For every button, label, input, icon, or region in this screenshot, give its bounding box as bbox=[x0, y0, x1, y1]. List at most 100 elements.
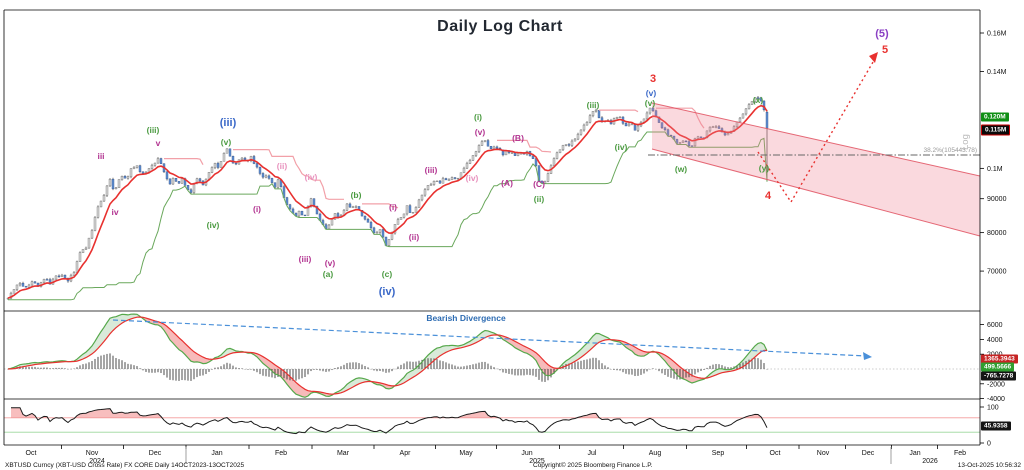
moving-average-line bbox=[7, 104, 768, 299]
wave-label: (C) bbox=[533, 179, 545, 189]
wave-label: (i) bbox=[252, 204, 262, 214]
x-axis-month-label: Sep bbox=[712, 450, 725, 457]
y-axis-label: 0.16M bbox=[987, 31, 1007, 38]
wave-label: 5 bbox=[881, 44, 889, 56]
wave-label: (iv) bbox=[206, 220, 220, 230]
rsi-axis-label: 0 bbox=[987, 441, 991, 448]
x-axis-month-label: Oct bbox=[770, 450, 781, 457]
wave-label: (y) bbox=[758, 163, 770, 173]
copyright-text: Copyright© 2025 Bloomberg Finance L.P. bbox=[533, 462, 653, 469]
indicator-axis-label: 4000 bbox=[987, 337, 1003, 344]
y-axis-label: 0.14M bbox=[987, 69, 1007, 76]
log-scale-label: Log bbox=[960, 134, 971, 150]
y-axis-label: 80000 bbox=[987, 230, 1007, 237]
wave-label: (a) bbox=[322, 269, 334, 279]
x-axis-month-label: Jan bbox=[909, 450, 920, 457]
wave-label: (B) bbox=[512, 133, 524, 143]
rsi-axis-label: 100 bbox=[987, 405, 999, 412]
wave-label: (ii) bbox=[533, 194, 545, 204]
wave-projection-line bbox=[757, 56, 877, 204]
wave-label: (v) bbox=[645, 88, 657, 98]
chart-frame: 0.16M 0.14M 0.1M 90000 80000 70000 Log 6000 4000… bbox=[3, 9, 1007, 465]
fib-retracement-label: 38.2%(105443.78) bbox=[923, 147, 978, 154]
indicator-axis-label: 6000 bbox=[987, 322, 1003, 329]
divergence-arrowhead bbox=[863, 352, 872, 360]
x-axis-month-label: Jan bbox=[211, 450, 222, 457]
x-axis-month-label: Feb bbox=[275, 450, 287, 457]
support-stop-line bbox=[8, 131, 768, 301]
resistance-stop-line bbox=[497, 139, 552, 153]
wave-label: v bbox=[155, 138, 161, 148]
wave-label: 4 bbox=[764, 190, 772, 202]
divergence-trendline bbox=[112, 319, 867, 357]
wave-label: (v) bbox=[474, 127, 486, 137]
resistance-stop-line bbox=[656, 107, 705, 129]
security-description: XBTUSD Curncy (XBT-USD Cross Rate) FX CO… bbox=[5, 462, 245, 469]
rsi-line bbox=[11, 407, 768, 435]
wave-label: (A) bbox=[501, 178, 513, 188]
rsi-panel[interactable] bbox=[4, 407, 980, 435]
x-axis-month-label: Jul bbox=[588, 450, 597, 457]
x-axis-month-label: Apr bbox=[400, 450, 412, 457]
wave-label: (v) bbox=[220, 137, 232, 147]
wave-label: (x) bbox=[752, 95, 764, 105]
macd-signal-line bbox=[7, 316, 768, 395]
wave-label: (b) bbox=[350, 190, 362, 200]
indicator-axis-label: -4000 bbox=[987, 396, 1005, 403]
wave-label: (i) bbox=[473, 112, 483, 122]
x-axis-year-label: 2026 bbox=[922, 458, 938, 465]
bearish-divergence-label: Bearish Divergence bbox=[426, 313, 506, 323]
indicator-value-badge: 1365.3943 bbox=[981, 354, 1018, 364]
macd-panel[interactable] bbox=[4, 313, 980, 398]
rsi-value-badge: 45.9358 bbox=[981, 421, 1011, 431]
wave-label: (iv) bbox=[304, 172, 318, 182]
y-axis-label: 90000 bbox=[987, 196, 1007, 203]
x-axis-month-label: May bbox=[459, 450, 473, 457]
indicator-value-badge: 499.5666 bbox=[981, 362, 1015, 372]
wave-label: (iv) bbox=[465, 173, 479, 183]
price-badge: 0.120M bbox=[981, 112, 1009, 122]
y-axis-label: 0.1M bbox=[987, 166, 1003, 173]
projection-arrowhead bbox=[869, 52, 878, 63]
wave-label: (iii) bbox=[586, 100, 600, 110]
resistance-stop-line bbox=[164, 158, 204, 165]
indicator-value-badge: -765.7278 bbox=[981, 371, 1017, 381]
wave-label: (v) bbox=[324, 258, 336, 268]
x-axis-year-label: 2025 bbox=[529, 458, 545, 465]
timestamp-text: 13-Oct-2025 10:56:32 bbox=[957, 462, 1021, 469]
wave-label: (iii) bbox=[424, 165, 438, 175]
macd-line bbox=[7, 313, 768, 398]
x-axis-month-label: Nov bbox=[817, 450, 830, 457]
x-axis-month-label: Oct bbox=[26, 450, 37, 457]
wave-label: (ii) bbox=[408, 232, 420, 242]
price-badge: 0.115M bbox=[981, 124, 1011, 136]
x-axis-month-label: Mar bbox=[337, 450, 350, 457]
wave-label: (w) bbox=[674, 164, 688, 174]
bearish-channel bbox=[652, 103, 980, 236]
wave-label: iv bbox=[111, 207, 119, 217]
y-axis-label: 70000 bbox=[987, 269, 1007, 276]
wave-label: (iv) bbox=[378, 286, 396, 298]
wave-label: (i) bbox=[388, 202, 398, 212]
resistance-stop-line bbox=[599, 109, 639, 113]
wave-label: (c) bbox=[381, 269, 393, 279]
x-axis-year-label: 2024 bbox=[89, 458, 105, 465]
x-axis-month-label: Dec bbox=[149, 450, 162, 457]
wave-label: (iii) bbox=[219, 117, 237, 129]
x-axis-month-label: Jun bbox=[521, 450, 532, 457]
page-title: Daily Log Chart bbox=[437, 18, 563, 35]
resistance-stop-line bbox=[233, 149, 344, 200]
x-axis-month-label: Dec bbox=[862, 450, 875, 457]
wave-label: (ii) bbox=[276, 161, 288, 171]
main-price-panel[interactable] bbox=[6, 52, 980, 301]
indicator-axis-label: -2000 bbox=[987, 381, 1005, 388]
wave-label: iii bbox=[97, 151, 105, 161]
x-axis-month-label: Aug bbox=[649, 450, 662, 457]
x-axis-month-label: Feb bbox=[954, 450, 966, 457]
x-axis-month-label: Nov bbox=[86, 450, 99, 457]
wave-label: (5) bbox=[875, 28, 889, 40]
wave-label: (iii) bbox=[298, 254, 312, 264]
wave-label: (iii) bbox=[146, 125, 160, 135]
